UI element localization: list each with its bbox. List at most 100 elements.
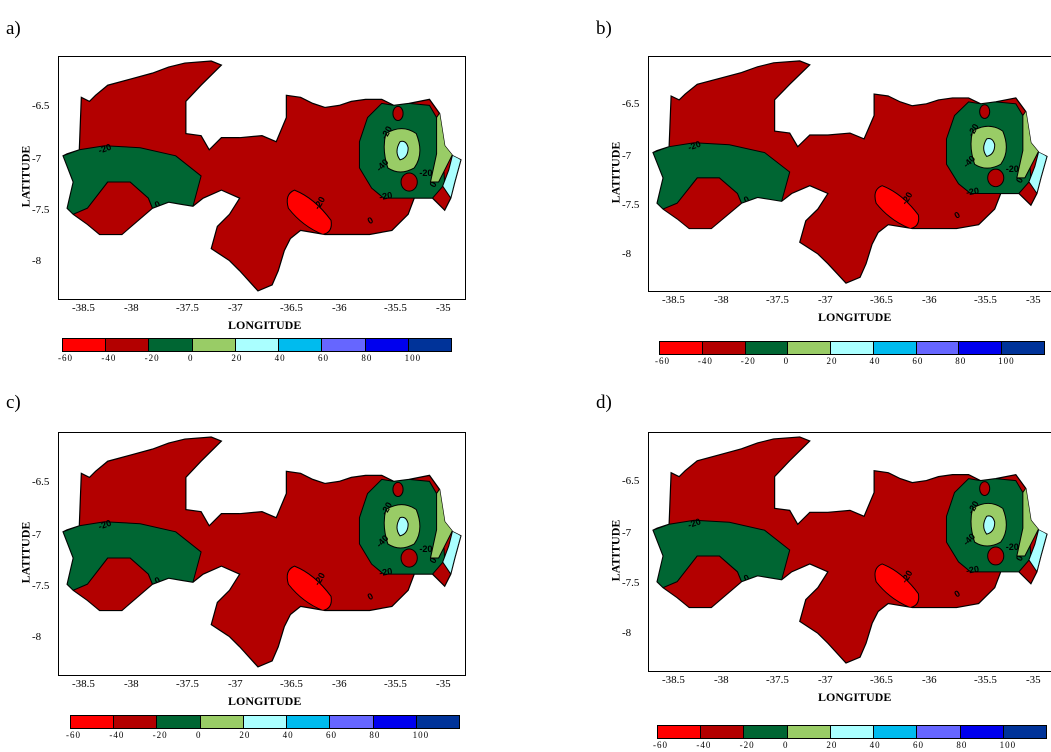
colorbar-label: 100 [412, 730, 430, 740]
contour-label: 0 [953, 588, 962, 599]
region-light-cyan-east [983, 515, 996, 535]
x-tick-label: -36 [332, 302, 347, 314]
y-axis-title: LATITUDE [608, 141, 623, 204]
colorbar-swatch [702, 342, 746, 354]
x-tick-label: -36 [922, 674, 937, 686]
contour-label: -20 [1006, 542, 1019, 552]
x-tick-label: -38.5 [662, 294, 685, 306]
map-plot: -20 0 -20 -40 -20 -20 0 0 -20 [58, 432, 466, 676]
contour-label: -20 [965, 185, 980, 197]
colorbar [659, 341, 1045, 355]
contour-label: 0 [366, 215, 375, 226]
region-dark-red-spot [392, 481, 404, 498]
region-dark-red-spot [392, 105, 404, 122]
colorbar-swatch [287, 716, 331, 728]
x-tick-label: -36 [332, 678, 347, 690]
x-tick-label: -37 [228, 302, 243, 314]
region-dark-red-spot [979, 481, 991, 496]
colorbar-label: 20 [826, 356, 838, 366]
colorbar-label: 100 [404, 353, 422, 363]
colorbar-label: -60 [653, 740, 668, 750]
colorbar-label: 80 [361, 353, 373, 363]
region-dark-red-spot [979, 104, 991, 119]
y-tick-label: -6.5 [622, 474, 640, 487]
colorbar-swatch [330, 716, 374, 728]
region-dark-red [62, 436, 462, 668]
contour-label: -20 [686, 516, 702, 530]
x-tick-label: -38 [124, 302, 139, 314]
x-tick-label: -38 [714, 674, 729, 686]
contour-label: 0 [428, 556, 439, 565]
y-tick-label: -7 [32, 529, 42, 542]
colorbar-label: 60 [318, 353, 329, 363]
y-tick-label: -7 [32, 153, 42, 166]
colorbar-swatch [744, 726, 788, 738]
contour-label: 0 [153, 199, 162, 210]
contour-label: 0 [1014, 176, 1025, 185]
colorbar-label: -40 [696, 740, 712, 750]
colorbar-swatch [243, 716, 288, 728]
colorbar-swatch [959, 342, 1003, 354]
colorbar-swatch [917, 726, 961, 738]
colorbar-swatch [1002, 342, 1045, 354]
colorbar-label: 40 [282, 730, 294, 740]
colorbar-label: -40 [109, 730, 125, 740]
x-tick-label: -37 [818, 294, 833, 306]
colorbar-swatch [373, 716, 417, 728]
colorbar-swatch [365, 339, 409, 351]
colorbar-swatch [873, 342, 917, 354]
contour-label: -20 [419, 168, 432, 178]
colorbar-label: 40 [869, 356, 881, 366]
x-tick-label: -36.5 [870, 674, 893, 686]
colorbar-label: 80 [369, 730, 381, 740]
y-tick-label: -7.5 [32, 203, 50, 216]
region-dark-red-spot-2 [987, 546, 1005, 566]
x-tick-label: -35.5 [974, 674, 997, 686]
colorbar [62, 338, 452, 352]
colorbar-label: -40 [101, 353, 117, 363]
y-tick-label: -7.5 [622, 198, 640, 211]
map-plot: -20 0 -20 -40 -20 -20 0 0 -20 [648, 56, 1051, 292]
y-tick-label: -8 [622, 627, 632, 640]
colorbar-swatch [106, 339, 150, 351]
y-axis-title: LATITUDE [608, 519, 623, 582]
colorbar-swatch [830, 726, 875, 738]
region-cyan-coast [448, 207, 461, 228]
colorbar-swatch [408, 339, 451, 351]
colorbar-label: -40 [697, 356, 713, 366]
x-tick-label: -38.5 [72, 678, 95, 690]
colorbar-label: 60 [912, 356, 924, 366]
x-tick-label: -37 [228, 678, 243, 690]
x-tick-label: -37.5 [766, 674, 789, 686]
colorbar-swatch [660, 342, 703, 354]
x-tick-label: -37 [818, 674, 833, 686]
colorbar-label: -60 [655, 356, 670, 366]
colorbar-label: 0 [783, 740, 789, 750]
region-dark-red-spot-2 [987, 168, 1005, 188]
colorbar-swatch [960, 726, 1004, 738]
contour-label: -20 [378, 190, 393, 202]
contour-label: -20 [378, 566, 393, 578]
colorbar-swatch [416, 716, 459, 728]
colorbar-label: 0 [783, 356, 790, 366]
colorbar-swatch [192, 339, 236, 351]
y-tick-label: -7.5 [32, 579, 50, 592]
colorbar-label: -20 [740, 356, 756, 366]
x-axis-title: LONGITUDE [228, 694, 302, 708]
x-tick-label: -35.5 [974, 294, 997, 306]
colorbar-swatch [235, 339, 280, 351]
contour-label: 0 [742, 572, 751, 583]
y-tick-label: -6.5 [622, 98, 640, 111]
y-axis-title: LATITUDE [18, 145, 33, 208]
y-tick-label: -8 [32, 254, 42, 267]
contour-label: 0 [742, 194, 751, 205]
x-tick-label: -35 [1026, 674, 1041, 686]
x-tick-label: -36 [922, 294, 937, 306]
x-tick-label: -36.5 [280, 678, 303, 690]
region-light-cyan-east [983, 138, 996, 158]
region-cyan-coast [1034, 202, 1047, 222]
x-tick-label: -35.5 [384, 302, 407, 314]
colorbar-swatch [1003, 726, 1046, 738]
y-tick-label: -6.5 [32, 475, 50, 488]
region-light-cyan-east [396, 516, 409, 537]
